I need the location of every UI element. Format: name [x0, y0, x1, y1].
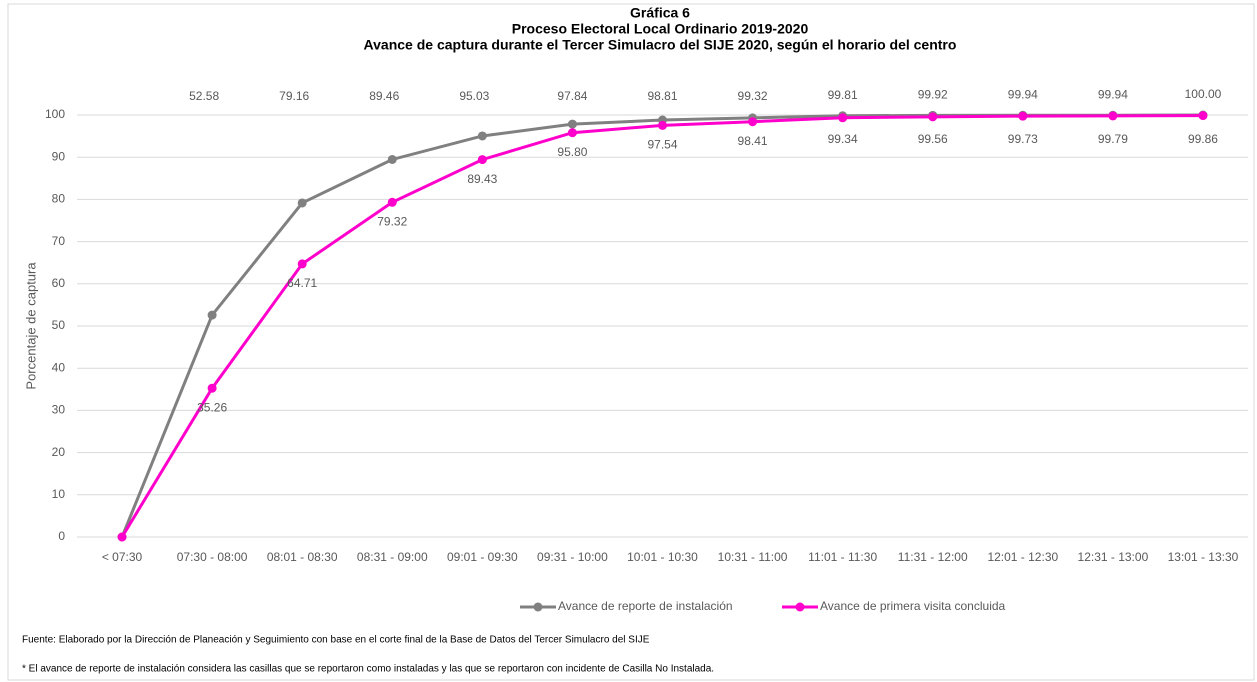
data-point: [387, 197, 397, 207]
chart-title: Gráfica 6: [630, 5, 690, 21]
data-label: 98.41: [738, 134, 768, 148]
data-label: 64.71: [287, 276, 317, 290]
x-tick-label: 12:31 - 13:00: [1078, 550, 1149, 564]
y-tick-label: 50: [52, 318, 66, 332]
data-point: [207, 310, 217, 320]
data-point: [297, 259, 307, 269]
x-tick-label: 13:01 - 13:30: [1168, 550, 1239, 564]
x-tick-label: 10:31 - 11:00: [718, 550, 788, 564]
x-tick-label: 12:01 - 12:30: [987, 550, 1058, 564]
data-label: 52.58: [189, 89, 219, 103]
data-point: [567, 119, 577, 129]
data-label: 99.73: [1008, 132, 1038, 146]
y-tick-label: 10: [52, 487, 66, 501]
data-point: [387, 154, 397, 164]
legend-marker: [795, 602, 805, 612]
y-tick-label: 60: [52, 276, 66, 290]
data-point: [838, 113, 848, 123]
data-label: 99.94: [1098, 87, 1128, 101]
data-point: [748, 117, 758, 127]
data-label: 99.79: [1098, 132, 1128, 146]
data-point: [1108, 111, 1118, 121]
y-tick-label: 0: [58, 529, 65, 543]
data-label: 99.86: [1188, 132, 1218, 146]
y-tick-label: 70: [52, 234, 66, 248]
data-point: [477, 131, 487, 141]
data-point: [477, 155, 487, 165]
data-point: [928, 112, 938, 122]
data-label: 99.94: [1008, 87, 1038, 101]
data-label: 99.92: [918, 88, 948, 102]
footnote: Fuente: Elaborado por la Dirección de Pl…: [22, 635, 650, 646]
data-point: [207, 383, 217, 393]
y-tick-label: 20: [52, 445, 66, 459]
data-point: [297, 198, 307, 208]
y-tick-label: 30: [52, 403, 66, 417]
legend-label: Avance de primera visita concluida: [820, 599, 1006, 613]
data-label: 79.32: [377, 214, 407, 228]
data-label: 89.46: [369, 89, 399, 103]
x-tick-label: 07:30 - 08:00: [177, 550, 248, 564]
y-tick-label: 40: [52, 360, 66, 374]
x-tick-label: 10:01 - 10:30: [627, 550, 698, 564]
data-label: 35.26: [197, 400, 227, 414]
data-label: 99.32: [738, 89, 768, 103]
data-label: 99.34: [828, 132, 858, 146]
data-label: 99.81: [828, 88, 858, 102]
footnote: * El avance de reporte de instalación co…: [22, 664, 714, 675]
x-tick-label: 09:01 - 09:30: [447, 550, 518, 564]
y-tick-label: 80: [52, 192, 66, 206]
y-tick-label: 100: [45, 107, 65, 121]
chart-border: [7, 3, 1255, 681]
data-point: [567, 128, 577, 138]
data-point: [117, 532, 127, 542]
y-axis-label: Porcentaje de captura: [23, 262, 38, 390]
x-tick-label: 09:31 - 10:00: [537, 550, 608, 564]
x-tick-label: 08:31 - 09:00: [357, 550, 428, 564]
data-label: 97.54: [647, 138, 677, 152]
data-label: 98.81: [647, 89, 677, 103]
x-tick-label: 11:01 - 11:30: [808, 550, 877, 564]
data-point: [658, 120, 667, 130]
data-label: 89.43: [467, 172, 497, 186]
data-label: 100.00: [1185, 87, 1222, 101]
y-tick-label: 90: [52, 149, 66, 163]
x-tick-label: < 07:30: [102, 550, 143, 564]
data-label: 97.84: [557, 89, 587, 103]
legend-label: Avance de reporte de instalación: [558, 599, 733, 613]
data-point: [1198, 111, 1208, 121]
data-label: 99.56: [918, 132, 948, 146]
data-label: 95.03: [459, 89, 489, 103]
legend-marker: [533, 602, 543, 612]
chart-subtitle: Proceso Electoral Local Ordinario 2019-2…: [512, 21, 809, 37]
chart-subtitle: Avance de captura durante el Tercer Simu…: [364, 37, 957, 53]
x-tick-label: 11:31 - 12:00: [898, 550, 968, 564]
x-tick-label: 08:01 - 08:30: [267, 550, 338, 564]
data-point: [1018, 111, 1028, 121]
data-label: 79.16: [279, 89, 309, 103]
data-label: 95.80: [557, 145, 587, 159]
